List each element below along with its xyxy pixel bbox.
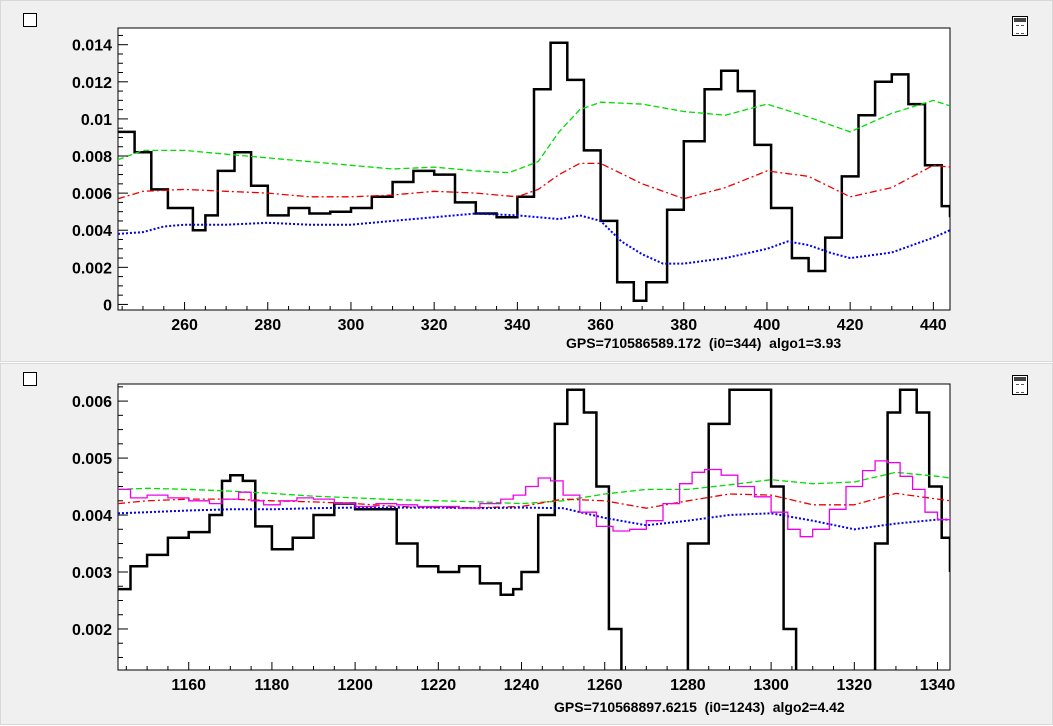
x-tick-label: 400 — [754, 317, 781, 334]
series-line-3 — [118, 212, 950, 265]
x-tick-label: 440 — [920, 317, 947, 334]
x-tick-label: 1340 — [920, 677, 956, 694]
x-tick-label: 1180 — [255, 677, 290, 694]
legend-icon[interactable] — [1012, 375, 1028, 395]
y-tick-label: 0.014 — [72, 38, 112, 55]
x-tick-label: 1220 — [421, 677, 457, 694]
y-tick-label: 0.002 — [72, 260, 112, 277]
series-line-0 — [118, 388, 950, 670]
x-tick-label: 340 — [504, 317, 531, 334]
x-tick-label: 1280 — [670, 677, 706, 694]
x-tick-label: 1160 — [171, 677, 206, 694]
y-tick-label: 0.008 — [72, 149, 112, 166]
x-tick-label: 420 — [837, 317, 864, 334]
bottom-chart: 1160 1180 1200 1220 1240 1260 1280 1300 1320 1340… — [72, 383, 956, 694]
series-line-0 — [118, 41, 950, 302]
x-tick-label: 320 — [421, 317, 448, 334]
y-tick-label: 0.003 — [72, 565, 112, 582]
y-tick-label: 0 — [103, 297, 112, 314]
y-tick-label: 0.006 — [72, 186, 112, 203]
bottom-chart-caption: GPS=710568897.6215 (i0=1243) algo2=4.42 — [554, 699, 845, 715]
series-line-2 — [118, 162, 950, 200]
y-tick-label: 0.002 — [72, 622, 112, 639]
x-tick-label: 300 — [338, 317, 365, 334]
x-tick-label: 360 — [587, 317, 614, 334]
top-chart-caption: GPS=710586589.172 (i0=344) algo1=3.93 — [566, 335, 842, 351]
y-tick-label: 0.004 — [72, 508, 112, 525]
y-tick-label: 0.01 — [81, 112, 112, 129]
series-line-4 — [118, 460, 950, 538]
series-line-3 — [118, 506, 950, 531]
x-tick-label: 260 — [171, 317, 198, 334]
y-tick-label: 0.006 — [72, 394, 112, 411]
pad-select-checkbox[interactable] — [23, 372, 37, 386]
x-tick-label: 1300 — [753, 677, 789, 694]
x-tick-label: 1320 — [837, 677, 873, 694]
y-tick-label: 0.005 — [72, 451, 112, 468]
x-tick-label: 280 — [254, 317, 281, 334]
plot-frame — [117, 383, 951, 671]
top-pad: 260 280 300 320 340 360 380 400 420 440 0 0.002 0.00… — [0, 0, 1053, 362]
series-line-2 — [118, 492, 950, 509]
top-chart: 260 280 300 320 340 360 380 400 420 440 0 0.002 0.00… — [72, 27, 951, 334]
y-tick-label: 0.012 — [72, 75, 112, 92]
pad-select-checkbox[interactable] — [23, 13, 37, 27]
x-tick-label: 380 — [670, 317, 697, 334]
x-tick-label: 1240 — [504, 677, 540, 694]
series-line-1 — [118, 99, 950, 174]
x-tick-label: 1200 — [337, 677, 373, 694]
legend-icon[interactable] — [1012, 16, 1028, 36]
bottom-pad: 1160 1180 1200 1220 1240 1260 1280 1300 1320 1340… — [0, 363, 1053, 725]
y-tick-label: 0.004 — [72, 223, 112, 240]
x-tick-label: 1260 — [587, 677, 623, 694]
